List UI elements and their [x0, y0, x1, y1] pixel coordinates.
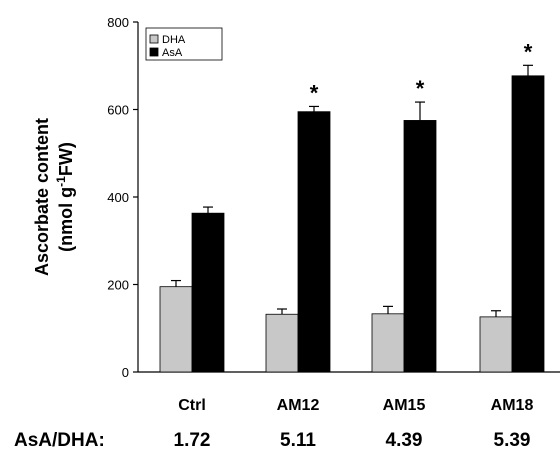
significance-mark-am15: * — [416, 76, 425, 101]
bar-dha-am18 — [479, 316, 513, 373]
bar-dha-am15 — [371, 313, 405, 373]
significance-mark-am18: * — [524, 39, 533, 64]
y-axis-label-line2: (nmol g-1FW) — [54, 142, 76, 252]
y-axis-label-line1: Ascorbate content — [32, 118, 52, 276]
bar-asa-ctrl — [191, 212, 225, 373]
ratio-value-am12: 5.11 — [280, 430, 316, 451]
ratio-value-ctrl: 1.72 — [174, 430, 211, 451]
y-ticks: 0 200 400 600 800 — [107, 15, 138, 380]
ratio-row: AsA/DHA: 1.72 5.11 4.39 5.39 — [14, 430, 530, 451]
ratio-values: 1.72 5.11 4.39 5.39 — [174, 430, 531, 451]
legend: DHA AsA — [145, 27, 223, 61]
category-label-am12: AM12 — [277, 397, 320, 414]
category-labels: Ctrl AM12 AM15 AM18 — [178, 397, 533, 414]
bar-asa-am18 — [511, 75, 545, 373]
y-tick-label-200: 200 — [107, 278, 129, 293]
category-label-am15: AM15 — [383, 397, 426, 414]
y-axis-label: Ascorbate content (nmol g-1FW) — [32, 118, 76, 276]
legend-label-asa: AsA — [162, 47, 183, 59]
legend-swatch-asa — [149, 47, 159, 57]
y-tick-label-600: 600 — [107, 103, 129, 118]
y-tick-label-0: 0 — [122, 365, 129, 380]
legend-swatch-dha — [149, 34, 159, 44]
significance-mark-am12: * — [310, 80, 319, 105]
ratio-value-am15: 4.39 — [386, 430, 423, 451]
y-tick-label-400: 400 — [107, 190, 129, 205]
bar-dha-am12 — [265, 313, 299, 373]
bar-asa-am12 — [297, 111, 331, 373]
ratio-row-label: AsA/DHA: — [14, 430, 105, 451]
bar-asa-am15 — [403, 120, 437, 373]
legend-label-dha: DHA — [162, 34, 186, 46]
legend-box — [145, 27, 223, 61]
y-axis: 0 200 400 600 800 — [107, 15, 139, 380]
ratio-value-am18: 5.39 — [494, 430, 531, 451]
bars: * * * — [159, 39, 545, 373]
y-tick-label-800: 800 — [107, 15, 129, 30]
category-label-ctrl: Ctrl — [178, 397, 206, 414]
category-label-am18: AM18 — [491, 397, 534, 414]
bar-dha-ctrl — [159, 286, 193, 373]
